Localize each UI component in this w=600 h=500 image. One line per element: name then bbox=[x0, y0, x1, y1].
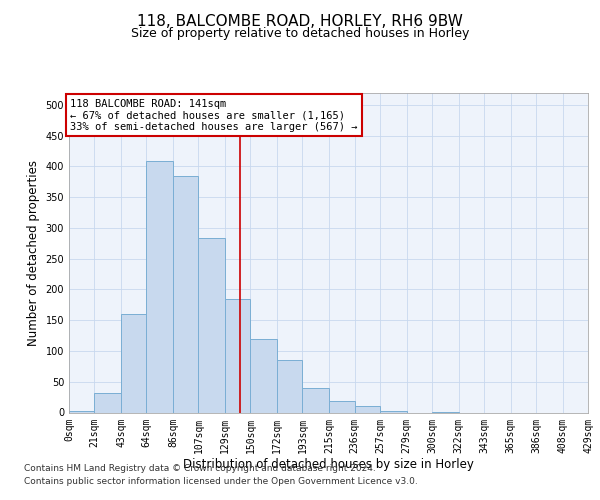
Bar bbox=[277, 360, 302, 412]
Text: 118, BALCOMBE ROAD, HORLEY, RH6 9BW: 118, BALCOMBE ROAD, HORLEY, RH6 9BW bbox=[137, 14, 463, 29]
Bar bbox=[121, 314, 146, 412]
Text: 118 BALCOMBE ROAD: 141sqm
← 67% of detached houses are smaller (1,165)
33% of se: 118 BALCOMBE ROAD: 141sqm ← 67% of detac… bbox=[70, 98, 358, 132]
Text: Contains HM Land Registry data © Crown copyright and database right 2024.: Contains HM Land Registry data © Crown c… bbox=[24, 464, 376, 473]
Bar bbox=[380, 410, 407, 412]
Bar bbox=[250, 338, 277, 412]
Bar bbox=[94, 393, 121, 412]
Text: Size of property relative to detached houses in Horley: Size of property relative to detached ho… bbox=[131, 28, 469, 40]
Y-axis label: Number of detached properties: Number of detached properties bbox=[27, 160, 40, 346]
Bar bbox=[302, 388, 329, 412]
Bar bbox=[329, 402, 355, 412]
X-axis label: Distribution of detached houses by size in Horley: Distribution of detached houses by size … bbox=[183, 458, 474, 471]
Bar bbox=[199, 238, 225, 412]
Bar bbox=[173, 176, 199, 412]
Bar bbox=[355, 406, 380, 412]
Text: Contains public sector information licensed under the Open Government Licence v3: Contains public sector information licen… bbox=[24, 478, 418, 486]
Bar bbox=[225, 298, 250, 412]
Bar bbox=[146, 162, 173, 412]
